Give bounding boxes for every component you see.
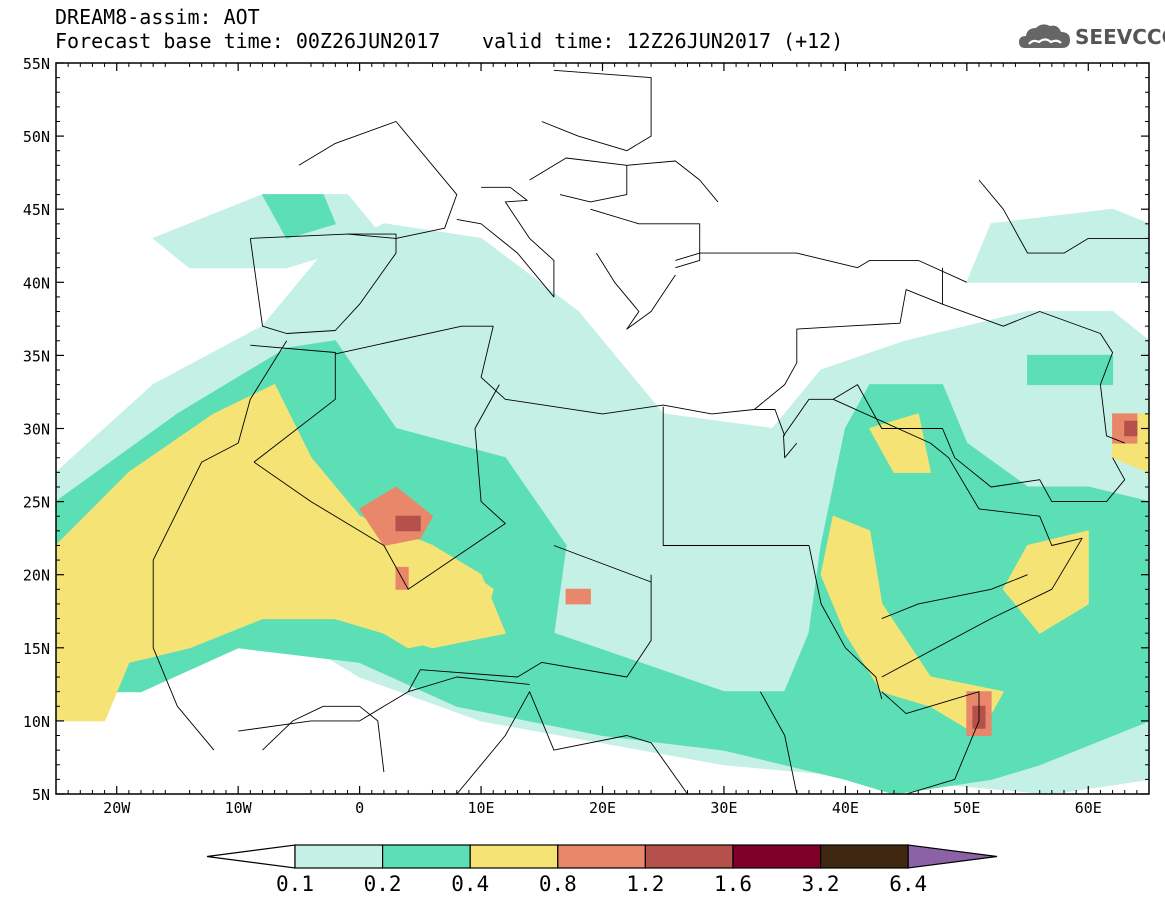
border-line	[238, 676, 530, 732]
border-line	[783, 384, 943, 459]
seevccc-logo: SEEVCCC	[1017, 20, 1165, 54]
latitude-axis: 55N 50N 45N 40N 35N 30N 25N 20N 15N 10N 5N	[23, 55, 1149, 804]
lon-label: 0	[355, 799, 364, 817]
border-line	[253, 384, 506, 590]
aot-field-level-1-1	[262, 194, 336, 239]
border-line	[942, 303, 1125, 444]
aot-field-level-4-0	[395, 515, 421, 532]
border-line	[808, 545, 883, 700]
colorbar-label: 0.8	[539, 872, 577, 896]
border-line	[881, 574, 1028, 620]
lat-label: 35N	[23, 347, 50, 365]
lat-label: 45N	[23, 201, 50, 219]
colorbar-segment	[557, 844, 646, 869]
aot-fields	[56, 194, 1149, 794]
colorbar-segment	[644, 844, 734, 869]
valid-time: valid time: 12Z26JUN2017 (+12)	[482, 29, 844, 53]
lat-label: 55N	[23, 55, 50, 73]
country-borders	[152, 69, 1149, 794]
border-line	[978, 179, 1149, 254]
lon-label: 40E	[832, 799, 859, 817]
colorbar-segment	[819, 844, 909, 869]
aot-field-level-2-0	[56, 384, 506, 722]
border-line	[596, 252, 676, 330]
logo-text: SEEVCCC	[1075, 25, 1165, 49]
border-line	[541, 69, 652, 152]
border-line	[456, 691, 688, 794]
aot-field-level-2-4	[1002, 530, 1089, 634]
lon-label: 10E	[468, 799, 495, 817]
colorbar-label: 6.4	[889, 872, 927, 896]
border-line	[298, 121, 458, 239]
border-line	[942, 428, 1126, 503]
colorbar-under-arrow	[206, 844, 296, 869]
border-line	[407, 574, 652, 692]
aot-field-level-3-2	[565, 588, 591, 605]
colorbar-label: 3.2	[802, 872, 840, 896]
colorbar-segment	[469, 844, 559, 869]
forecast-base-time: Forecast base time: 00Z26JUN2017	[55, 29, 441, 53]
border-line	[262, 705, 385, 773]
colorbar-segment	[732, 844, 822, 869]
map-title: DREAM8-assim: AOT	[55, 5, 260, 29]
aot-field-level-1-2	[1027, 354, 1114, 386]
lat-label: 10N	[23, 713, 50, 731]
colorbar-segment	[294, 844, 384, 869]
border-line	[249, 233, 397, 334]
colorbar-segment	[382, 844, 471, 869]
colorbar-label: 1.2	[626, 872, 664, 896]
colorbar-label: 0.2	[364, 872, 402, 896]
border-line	[250, 344, 336, 463]
border-line	[335, 325, 786, 436]
lat-label: 15N	[23, 640, 50, 658]
border-line	[456, 186, 555, 298]
aot-field-level-2-1	[347, 545, 494, 649]
border-line	[833, 398, 1083, 678]
lon-label: 60E	[1075, 799, 1102, 817]
colorbar-label: 1.6	[714, 872, 752, 896]
lon-label: 20W	[103, 799, 131, 817]
border-line	[754, 267, 943, 410]
aot-field-level-4-2	[1124, 420, 1138, 437]
border-line	[881, 691, 980, 794]
longitude-axis: 20W 10W 0 10E 20E 30E 40E 50E 60E	[67, 63, 1138, 817]
lat-label: 40N	[23, 274, 50, 292]
lat-label: 5N	[32, 786, 50, 804]
lon-label: 10W	[225, 799, 253, 817]
border-line	[760, 691, 799, 794]
lat-label: 25N	[23, 494, 50, 512]
border-line	[662, 406, 809, 546]
colorbar: 0.1 0.2 0.4 0.8 1.2 1.6 3.2 6.4	[206, 844, 998, 896]
lon-label: 50E	[953, 799, 980, 817]
colorbar-label: 0.4	[451, 872, 489, 896]
colorbar-over-arrow	[907, 844, 998, 869]
lon-label: 30E	[710, 799, 737, 817]
lon-label: 20E	[589, 799, 616, 817]
border-line	[626, 160, 719, 203]
lat-label: 30N	[23, 421, 50, 439]
border-line	[152, 340, 288, 751]
lat-label: 50N	[23, 128, 50, 146]
border-line	[590, 208, 701, 269]
colorbar-label: 0.1	[276, 872, 314, 896]
lat-label: 20N	[23, 567, 50, 585]
border-line	[529, 157, 628, 203]
cloud-icon	[1019, 24, 1070, 48]
border-line	[553, 545, 652, 583]
